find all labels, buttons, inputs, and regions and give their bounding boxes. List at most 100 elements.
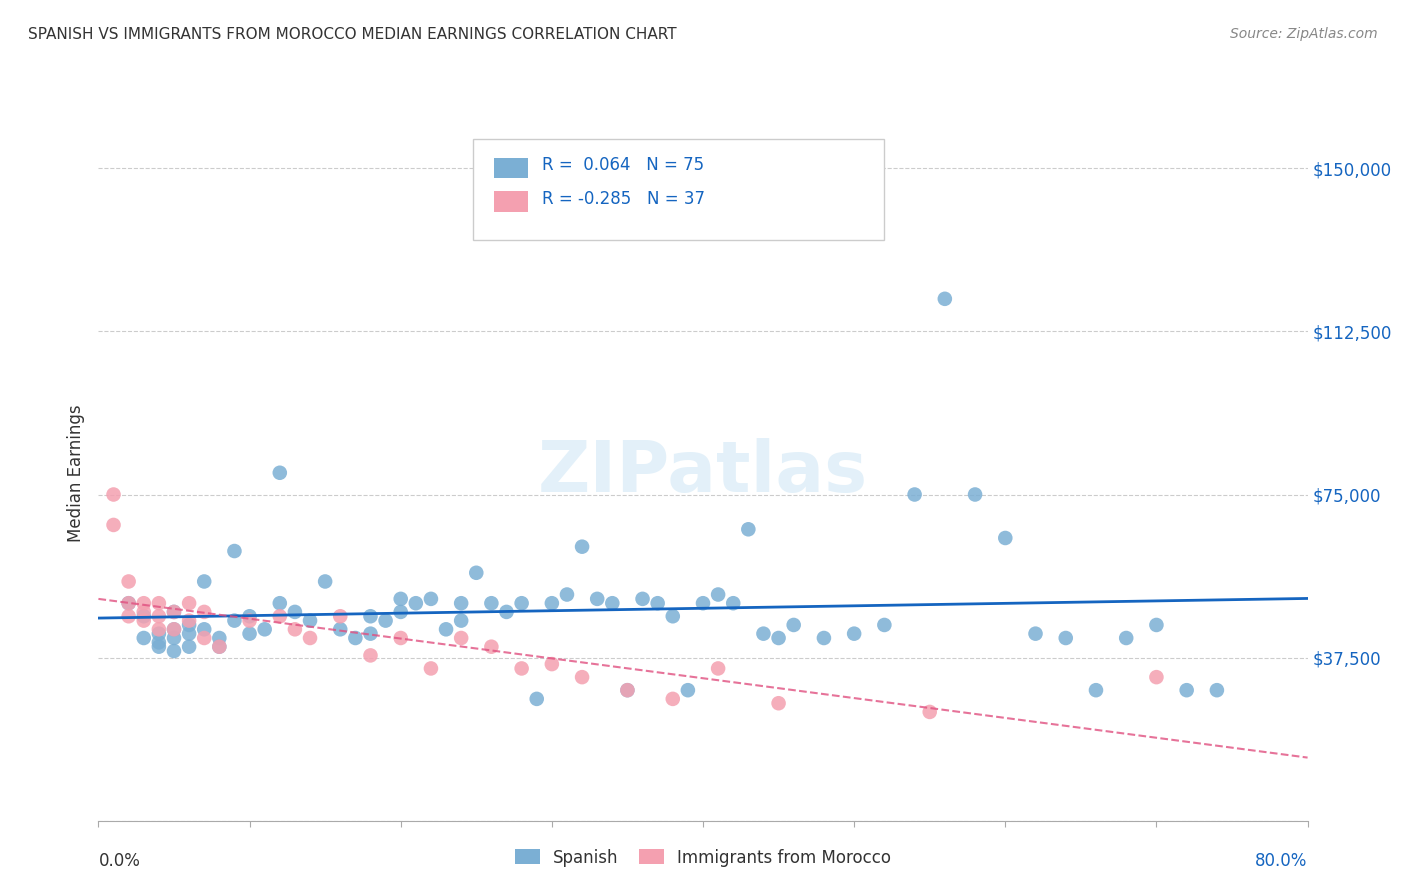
Point [510,661,533,675]
Point [692,596,714,610]
Point [132,609,155,624]
Text: Source: ZipAtlas.com: Source: ZipAtlas.com [1230,27,1378,41]
Point [177,618,201,632]
Bar [494,158,527,178]
Point [1054,631,1077,645]
Point [132,631,155,645]
Point [676,683,699,698]
Point [163,623,186,637]
Point [118,596,141,610]
Point [193,605,215,619]
Text: 0.0%: 0.0% [98,852,141,870]
Point [329,623,352,637]
Point [389,631,412,645]
Point [239,614,262,628]
Point [299,614,322,628]
Point [631,591,654,606]
Point [721,596,744,610]
Point [661,692,683,706]
Point [481,596,503,610]
Point [707,661,730,675]
Point [163,644,186,658]
Point [540,657,562,671]
Point [269,596,291,610]
Point [1175,683,1198,698]
Point [314,574,336,589]
Point [132,596,155,610]
Point [555,588,578,602]
Point [208,631,231,645]
Point [737,522,759,536]
Point [177,640,201,654]
Point [163,631,186,645]
FancyBboxPatch shape [474,139,884,240]
Text: 80.0%: 80.0% [1256,852,1308,870]
Point [269,466,291,480]
Point [450,631,472,645]
Text: R = -0.285   N = 37: R = -0.285 N = 37 [543,190,706,208]
Point [132,605,155,619]
Point [752,626,775,640]
Point [148,635,170,649]
Bar [494,191,527,212]
Point [239,626,262,640]
Point [360,648,382,663]
Point [163,623,186,637]
Point [965,487,987,501]
Point [616,683,638,698]
Point [782,618,804,632]
Point [419,661,441,675]
Point [510,596,533,610]
Point [873,618,896,632]
Point [148,609,170,624]
Point [148,596,170,610]
Point [208,640,231,654]
Point [1206,683,1229,698]
Point [1085,683,1108,698]
Text: R =  0.064   N = 75: R = 0.064 N = 75 [543,156,704,174]
Point [284,605,307,619]
Point [177,626,201,640]
Point [177,614,201,628]
Point [103,517,125,532]
Point [299,631,322,645]
Point [481,640,503,654]
Point [1024,626,1046,640]
Point [148,626,170,640]
Point [844,626,866,640]
Point [118,609,141,624]
Point [813,631,835,645]
Point [526,692,548,706]
Text: SPANISH VS IMMIGRANTS FROM MOROCCO MEDIAN EARNINGS CORRELATION CHART: SPANISH VS IMMIGRANTS FROM MOROCCO MEDIA… [28,27,676,42]
Y-axis label: Median Earnings: Median Earnings [66,404,84,541]
Point [571,540,593,554]
Point [360,626,382,640]
Point [586,591,609,606]
Point [768,696,790,710]
Point [193,631,215,645]
Point [389,605,412,619]
Point [329,609,352,624]
Point [616,683,638,698]
Text: ZIPatlas: ZIPatlas [538,438,868,508]
Point [389,591,412,606]
Point [904,487,927,501]
Point [148,640,170,654]
Point [647,596,669,610]
Point [224,544,246,558]
Point [344,631,367,645]
Point [465,566,488,580]
Point [239,609,262,624]
Point [768,631,790,645]
Point [103,487,125,501]
Point [284,623,307,637]
Point [360,609,382,624]
Point [934,292,956,306]
Point [450,614,472,628]
Point [707,588,730,602]
Point [177,596,201,610]
Legend: Spanish, Immigrants from Morocco: Spanish, Immigrants from Morocco [506,840,900,875]
Point [571,670,593,684]
Point [163,605,186,619]
Point [419,591,441,606]
